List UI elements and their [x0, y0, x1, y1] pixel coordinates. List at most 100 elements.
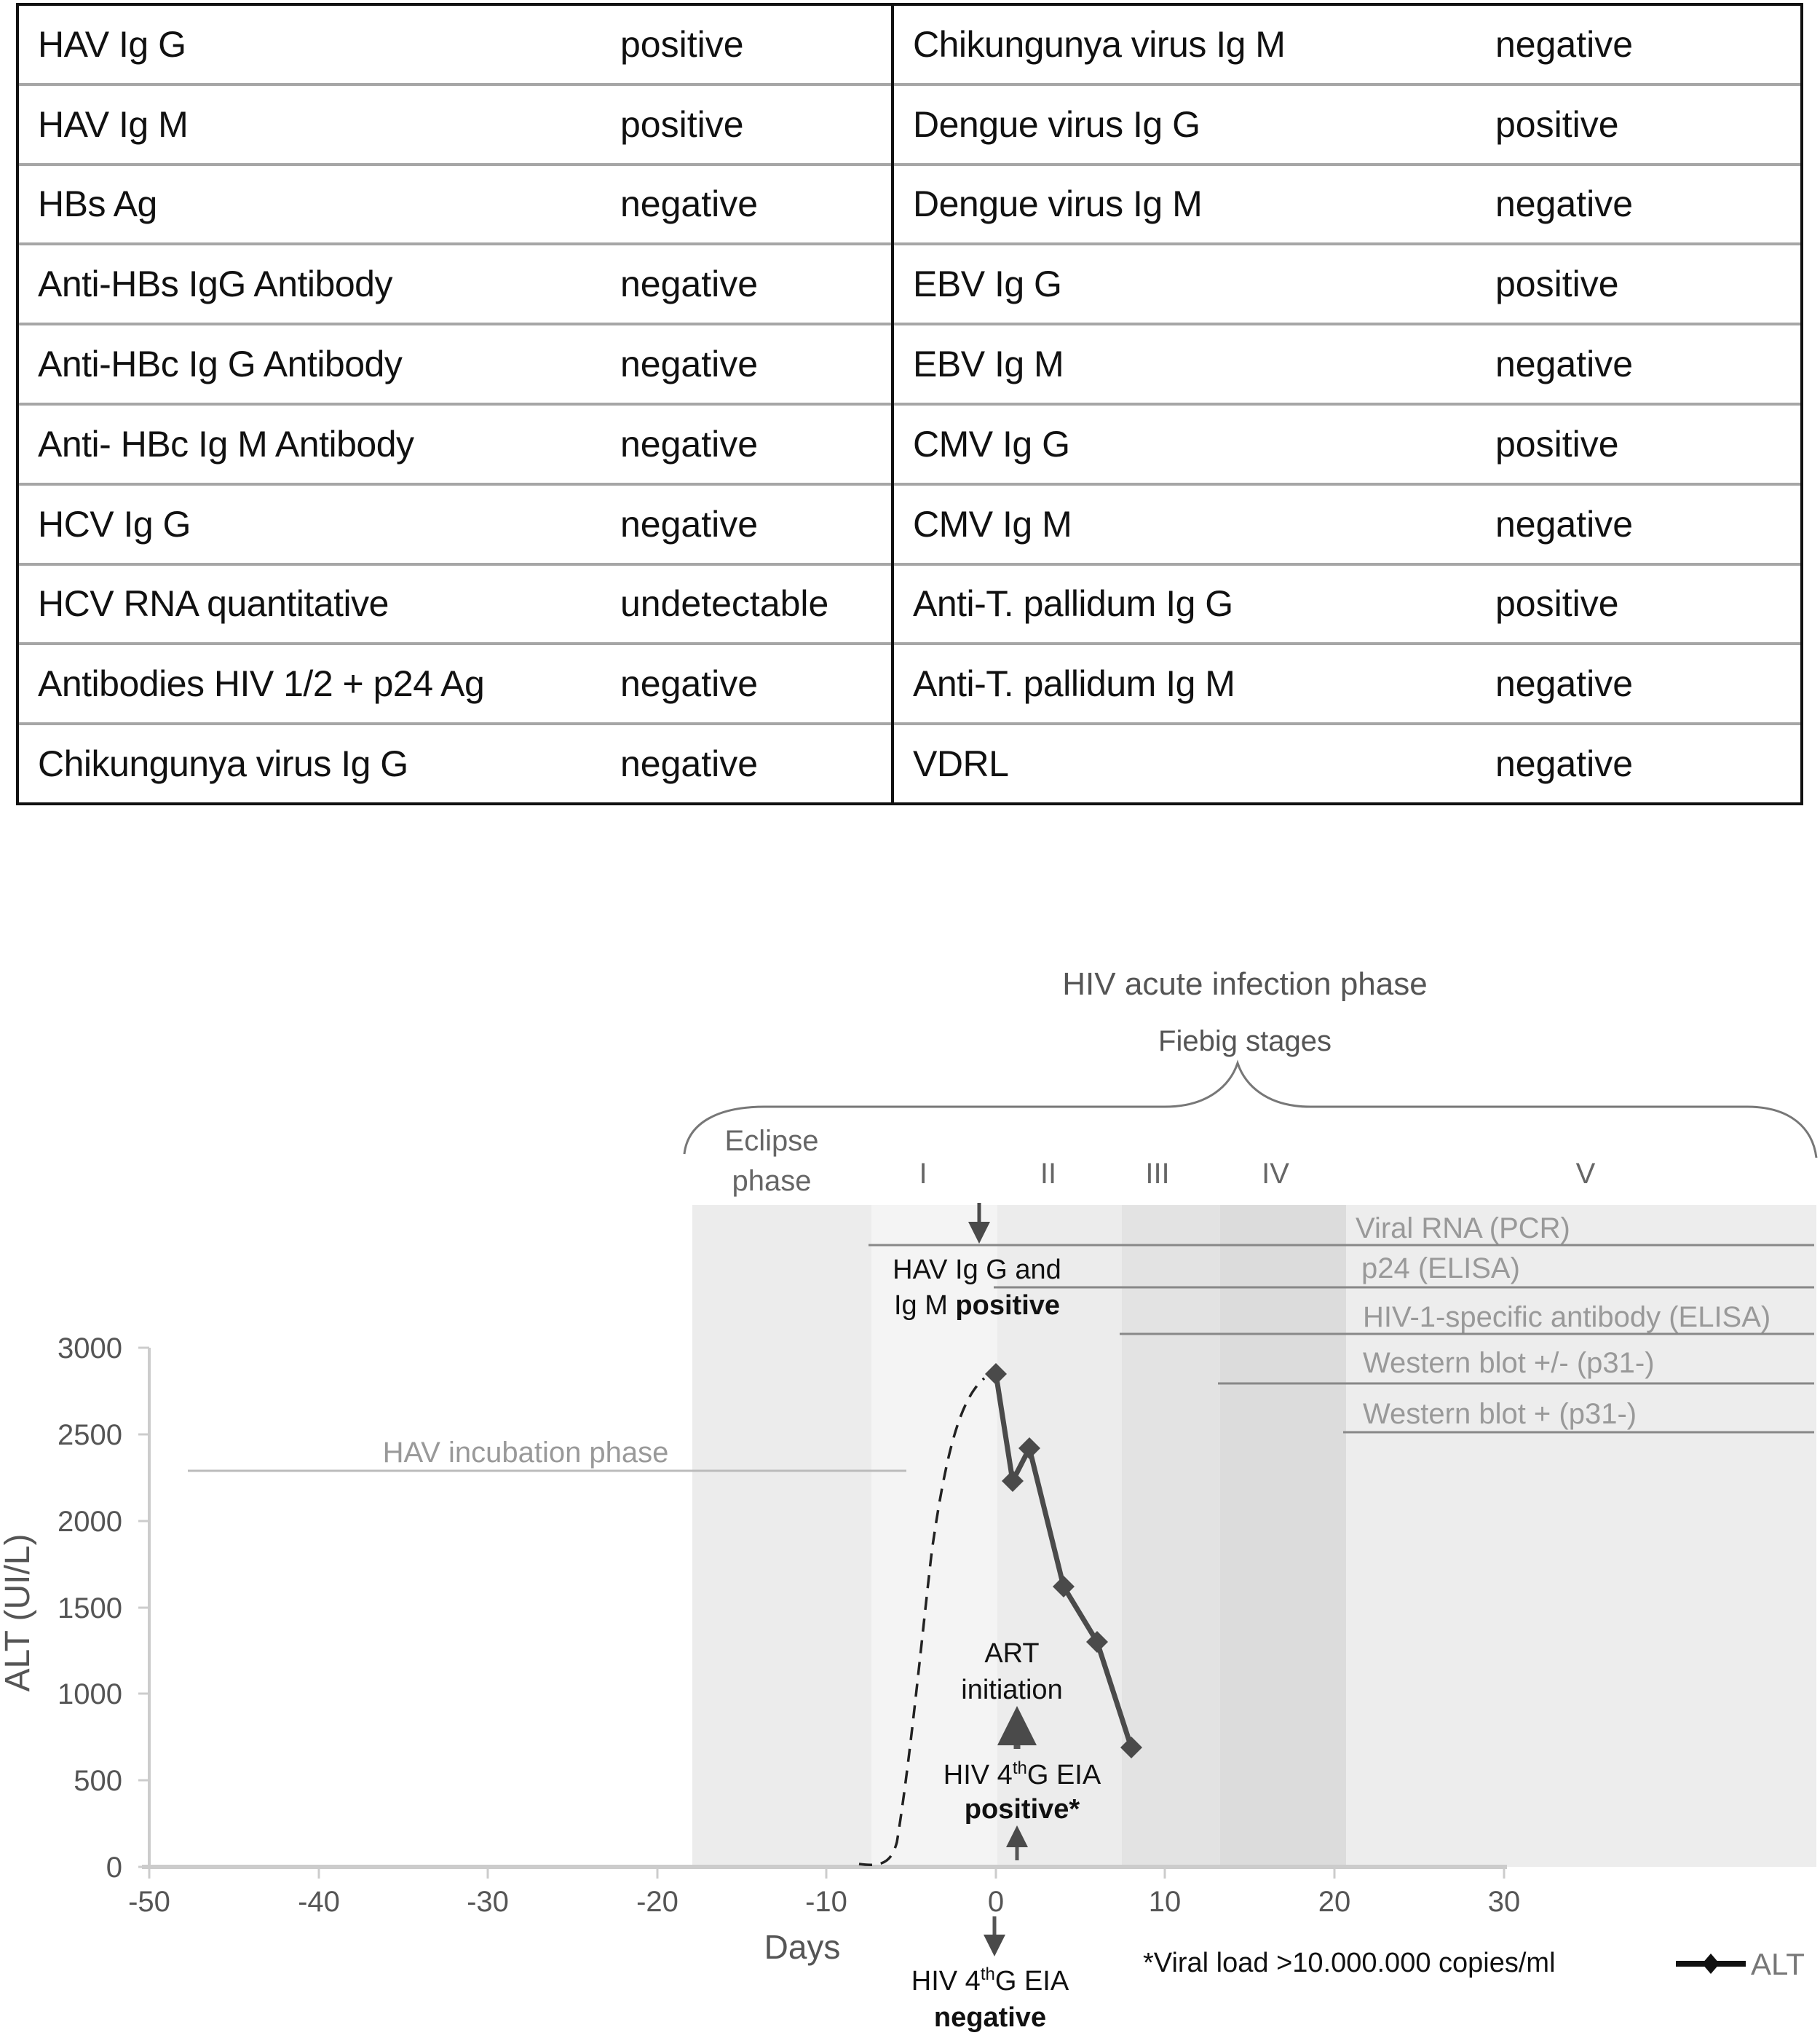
test-result: positive [620, 23, 744, 65]
test-name: VDRL [913, 743, 1009, 785]
eia-positive-label: HIV 4thG EIA [943, 1758, 1101, 1790]
band-stage-2 [997, 1205, 1122, 1867]
test-result: negative [1495, 503, 1634, 545]
x-tick-labels: -50 -40 -30 -20 -10 0 10 20 30 [128, 1886, 1520, 1918]
band-stage-5 [1346, 1205, 1816, 1867]
test-result: negative [620, 503, 759, 545]
table-row: HAV Ig M positive [19, 86, 891, 166]
test-name: Anti-T. pallidum Ig G [913, 583, 1233, 625]
svg-text:0: 0 [106, 1852, 122, 1884]
test-result: positive [1495, 103, 1619, 145]
svg-text:500: 500 [74, 1765, 122, 1797]
test-result: negative [1495, 23, 1634, 65]
test-result: negative [620, 344, 759, 385]
test-name: Dengue virus Ig M [913, 183, 1203, 225]
test-name: Chikungunya virus Ig G [38, 743, 408, 785]
marker-label: Western blot +/- (p31-) [1363, 1347, 1655, 1379]
svg-text:1500: 1500 [58, 1592, 122, 1624]
test-name: HAV Ig G [38, 23, 186, 65]
test-name: CMV Ig M [913, 503, 1072, 545]
svg-text:2000: 2000 [58, 1506, 122, 1538]
test-name: HBs Ag [38, 183, 157, 225]
test-name: EBV Ig M [913, 344, 1064, 385]
test-name: Anti- HBc Ig M Antibody [38, 423, 414, 465]
table-row: EBV Ig M negative [894, 325, 1800, 406]
table-row: HAV Ig G positive [19, 6, 891, 86]
test-name: HAV Ig M [38, 103, 189, 145]
table-row: Dengue virus Ig M negative [894, 166, 1800, 246]
test-result: negative [620, 183, 759, 225]
test-result: negative [1495, 344, 1634, 385]
stage-label: III [1145, 1158, 1169, 1190]
y-ticks [138, 1346, 149, 1868]
test-result: negative [1495, 663, 1634, 705]
lab-results-table: HAV Ig G positive HAV Ig M positive HBs Ag… [16, 3, 1803, 805]
test-result: positive [1495, 583, 1619, 625]
svg-text:20: 20 [1318, 1886, 1351, 1918]
test-name: Anti-HBc Ig G Antibody [38, 344, 403, 385]
table-row: VDRL negative [894, 725, 1800, 802]
eclipse-label: phase [732, 1165, 812, 1197]
table-row: HCV Ig G negative [19, 486, 891, 566]
svg-text:30: 30 [1488, 1886, 1521, 1918]
viral-load-footnote: *Viral load >10.000.000 copies/ml [1143, 1948, 1556, 1978]
hav-note: Ig M positive [894, 1290, 1060, 1321]
table-row: CMV Ig G positive [894, 406, 1800, 486]
fiebig-brace [683, 1059, 1818, 1158]
test-result: negative [620, 663, 759, 705]
svg-text:-20: -20 [636, 1886, 678, 1918]
stage-bands [692, 1205, 1816, 1867]
stage-label: IV [1262, 1158, 1289, 1190]
table-row: Anti-HBc Ig G Antibody negative [19, 325, 891, 406]
table-row: HCV RNA quantitative undetectable [19, 566, 891, 646]
eclipse-label: Eclipse [725, 1125, 819, 1157]
alt-data-points [985, 1363, 1142, 1758]
band-eclipse [692, 1205, 871, 1867]
table-row: Anti-HBs IgG Antibody negative [19, 245, 891, 326]
test-name: HCV Ig G [38, 503, 191, 545]
table-row: HBs Ag negative [19, 166, 891, 246]
marker-label: Viral RNA (PCR) [1356, 1212, 1570, 1244]
chart-subtitle: Fiebig stages [1158, 1025, 1332, 1057]
alt-estimated-curve [858, 1377, 986, 1866]
table-row: Dengue virus Ig G positive [894, 86, 1800, 166]
svg-text:-40: -40 [298, 1886, 340, 1918]
chart-title: HIV acute infection phase [1062, 966, 1427, 1002]
eia-negative-label: HIV 4thG EIA [911, 1964, 1069, 1996]
legend-diamond-icon [1702, 1954, 1720, 1974]
x-ticks [148, 1867, 1506, 1879]
test-result: positive [620, 103, 744, 145]
svg-text:10: 10 [1149, 1886, 1182, 1918]
eia-positive-label: positive* [965, 1794, 1080, 1825]
hav-note: HAV Ig G and [893, 1255, 1061, 1285]
marker-label: p24 (ELISA) [1361, 1252, 1520, 1284]
svg-text:-50: -50 [128, 1886, 170, 1918]
y-axis-label: ALT (UI/L) [0, 1534, 37, 1692]
test-name: Anti-T. pallidum Ig M [913, 663, 1235, 705]
marker-label: HIV-1-specific antibody (ELISA) [1363, 1301, 1770, 1333]
lab-table-left-column: HAV Ig G positive HAV Ig M positive HBs Ag… [19, 6, 894, 802]
test-result: undetectable [620, 583, 829, 625]
test-name: CMV Ig G [913, 423, 1070, 465]
test-name: Anti-HBs IgG Antibody [38, 264, 392, 305]
legend-label: ALT [1751, 1947, 1805, 1981]
x-axis-label: Days [764, 1928, 841, 1966]
test-result: negative [1495, 743, 1634, 785]
table-row: Chikungunya virus Ig G negative [19, 725, 891, 802]
hav-incubation-label: HAV incubation phase [383, 1437, 669, 1469]
marker-lines [869, 1244, 1814, 1434]
test-name: Chikungunya virus Ig M [913, 23, 1286, 65]
svg-text:1000: 1000 [58, 1678, 122, 1710]
art-label: initiation [961, 1675, 1062, 1705]
test-result: positive [1495, 264, 1619, 305]
svg-text:0: 0 [988, 1886, 1004, 1918]
table-row: CMV Ig M negative [894, 486, 1800, 566]
svg-text:-10: -10 [805, 1886, 847, 1918]
svg-text:3000: 3000 [58, 1332, 122, 1364]
alt-series-line [993, 1373, 1134, 1749]
lab-table-right-column: Chikungunya virus Ig M negative Dengue vi… [894, 6, 1800, 802]
y-tick-labels: 0 500 1000 1500 2000 2500 3000 [58, 1332, 122, 1884]
table-row: Antibodies HIV 1/2 + p24 Ag negative [19, 645, 891, 726]
table-row: Anti-T. pallidum Ig G positive [894, 566, 1800, 646]
svg-text:2500: 2500 [58, 1419, 122, 1451]
